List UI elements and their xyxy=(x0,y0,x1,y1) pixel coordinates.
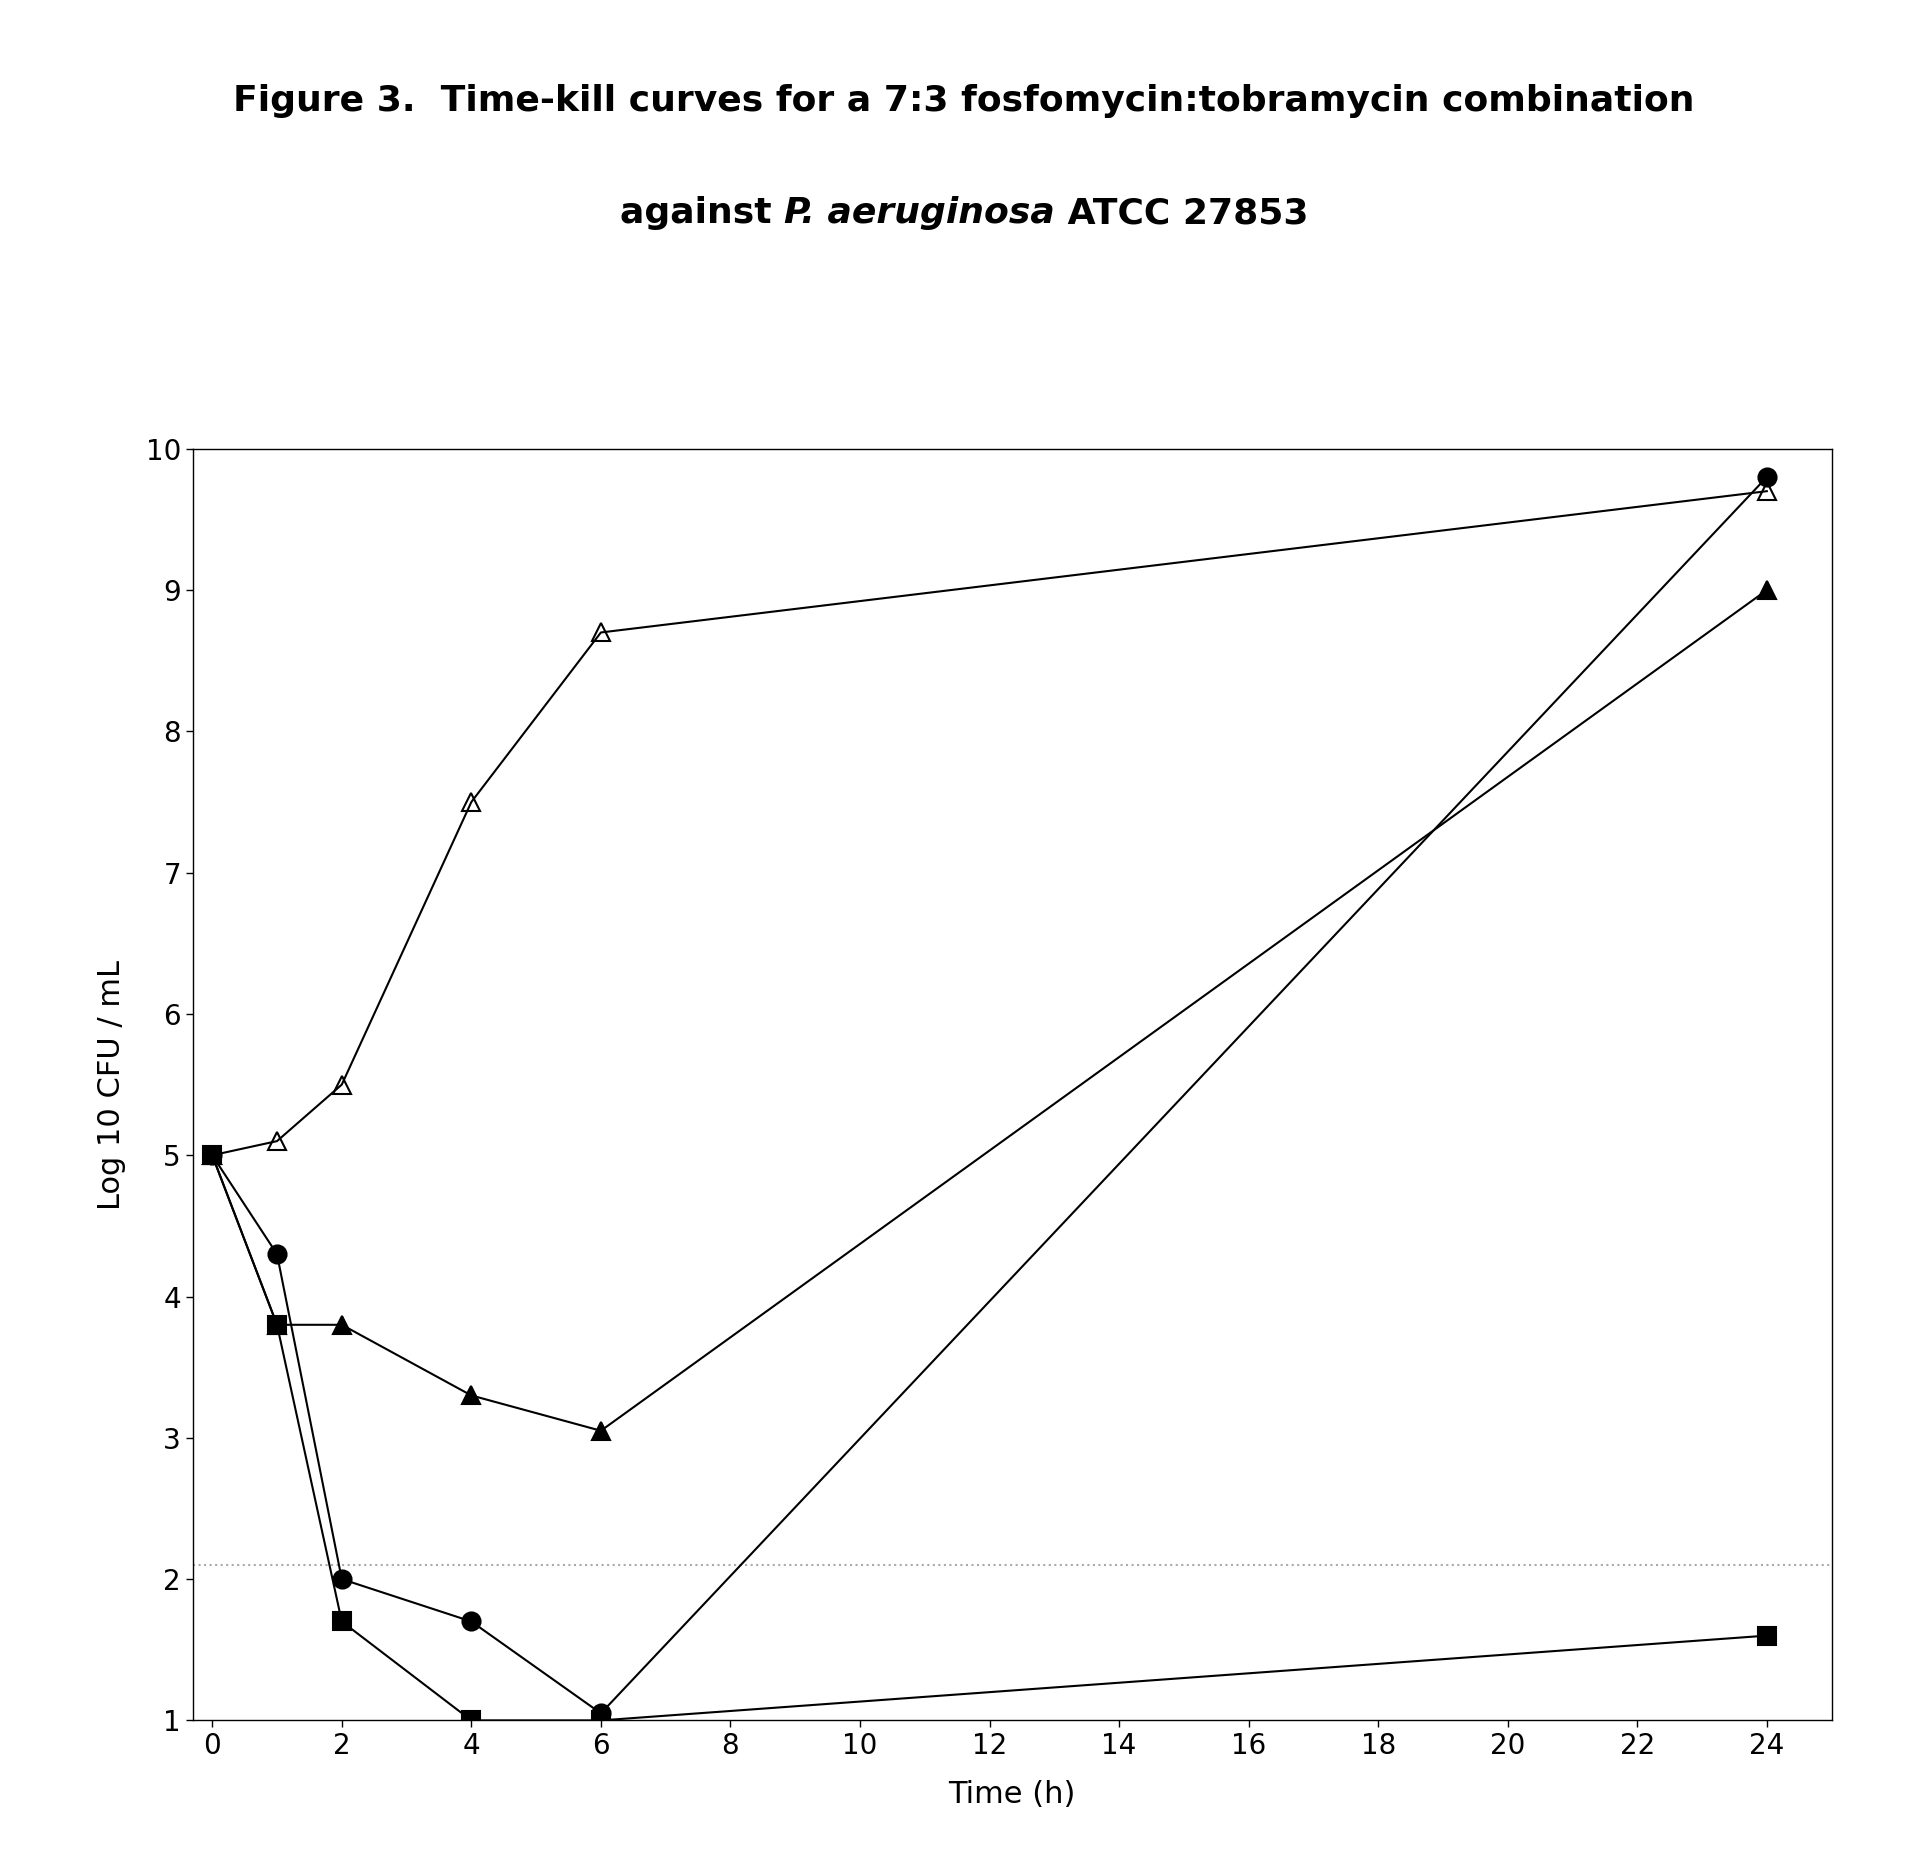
X-axis label: Time (h): Time (h) xyxy=(949,1780,1076,1808)
Y-axis label: Log 10 CFU / mL: Log 10 CFU / mL xyxy=(96,959,125,1210)
Text: against: against xyxy=(619,196,785,230)
Text: Figure 3.  Time-kill curves for a 7:3 fosfomycin:tobramycin combination: Figure 3. Time-kill curves for a 7:3 fos… xyxy=(233,84,1695,118)
Text: P. aeruginosa: P. aeruginosa xyxy=(785,196,1055,230)
Text: ATCC 27853: ATCC 27853 xyxy=(1055,196,1309,230)
